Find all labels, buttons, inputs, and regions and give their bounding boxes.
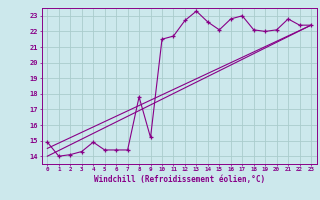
X-axis label: Windchill (Refroidissement éolien,°C): Windchill (Refroidissement éolien,°C) — [94, 175, 265, 184]
